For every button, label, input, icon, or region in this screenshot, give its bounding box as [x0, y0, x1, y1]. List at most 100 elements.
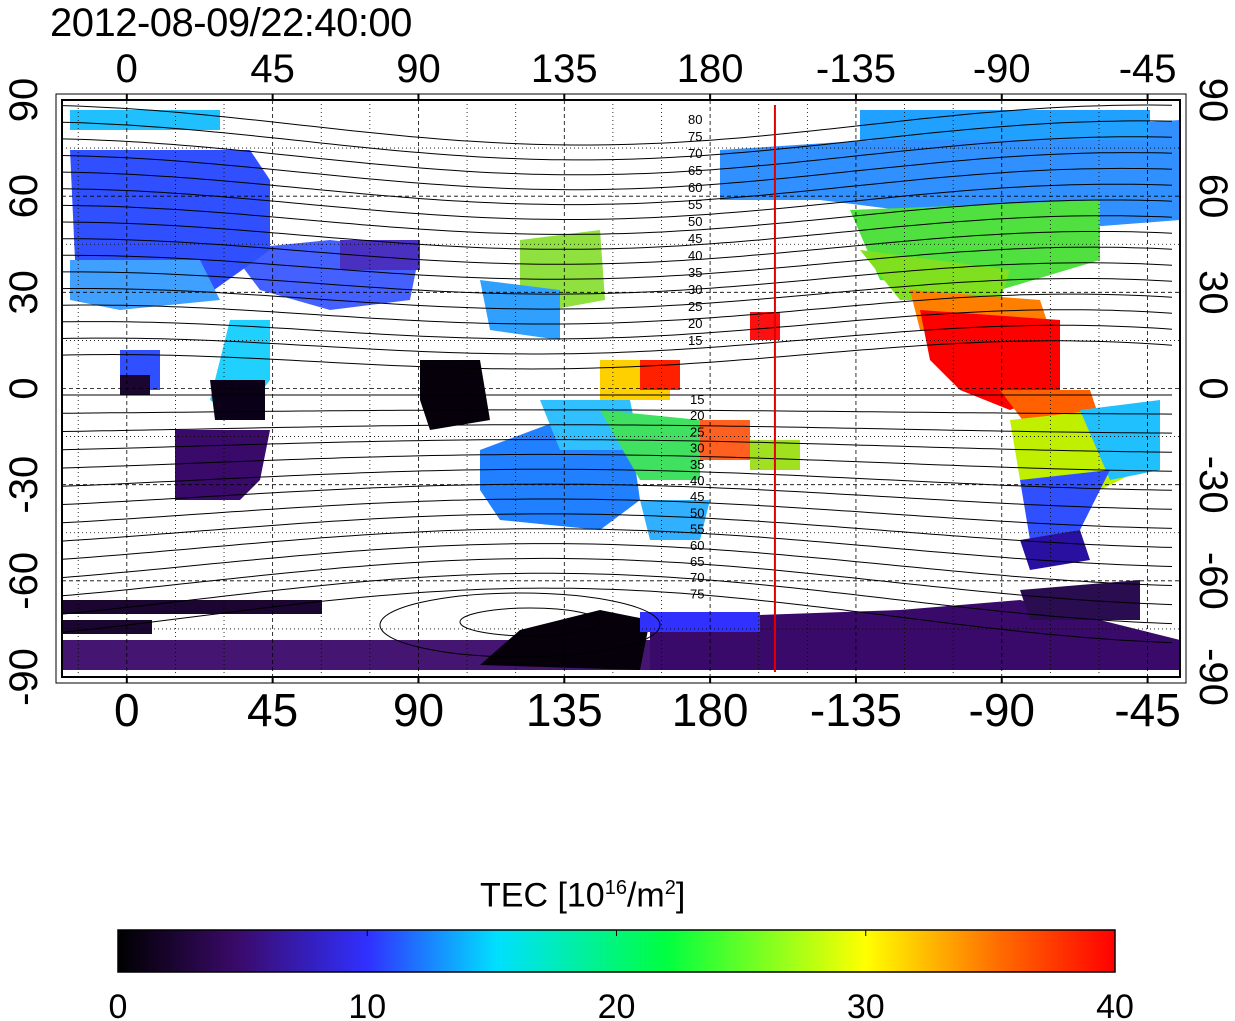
- top-lon-label: -90: [973, 47, 1031, 91]
- bottom-lon-label: 45: [247, 684, 298, 736]
- magnetic-contours: [62, 104, 1173, 658]
- top-tick-mark: [709, 94, 712, 100]
- left-lat-label: 30: [2, 270, 46, 315]
- bottom-lon-label: -45: [1114, 684, 1180, 736]
- right-lat-label: 30: [1191, 270, 1235, 315]
- tec-patch: [62, 600, 322, 614]
- contour-line: [62, 340, 1173, 370]
- contour-label-south: 65: [690, 554, 704, 569]
- map-frame: [61, 99, 1181, 678]
- tec-data-patches: [62, 110, 1180, 670]
- contour-line: [62, 167, 1173, 206]
- contour-line: [62, 439, 1173, 453]
- contour-label-south: 45: [690, 489, 704, 504]
- contour-line: [62, 120, 1173, 161]
- bottom-tick-mark: [563, 677, 566, 683]
- contour-line: [62, 231, 1173, 265]
- tec-patch: [120, 375, 150, 395]
- top-tick-mark: [271, 94, 274, 100]
- right-lat-label: -90: [1191, 648, 1235, 706]
- contour-line: [62, 262, 1173, 295]
- contour-label-south: 40: [690, 473, 704, 488]
- bottom-lon-label: -135: [810, 684, 902, 736]
- contour-label-south: 55: [690, 522, 704, 537]
- bottom-lon-label: 90: [393, 684, 444, 736]
- contour-line: [62, 587, 1173, 644]
- bottom-lon-label: -90: [969, 684, 1035, 736]
- right-lat-label: -60: [1191, 552, 1235, 610]
- contour-label-north: 25: [688, 299, 702, 314]
- top-lon-label: -45: [1119, 47, 1177, 91]
- contour-line: [62, 152, 1173, 191]
- contour-label-south: 20: [690, 408, 704, 423]
- colorbar-tick-label: 20: [598, 988, 636, 1021]
- right-lat-label: -30: [1191, 456, 1235, 514]
- contour-label-north: 65: [688, 163, 702, 178]
- contour-line: [62, 104, 1173, 146]
- axis-ticks: 0045459090135135180180-135-135-90-90-45-…: [2, 47, 1235, 736]
- contour-label-south: 15: [690, 392, 704, 407]
- tec-patch: [70, 260, 220, 310]
- contour-line: [62, 324, 1173, 355]
- colorbar-ticks: 0 10 20 30 40: [109, 930, 1134, 1021]
- colorbar-title: TEC [1016/m2]: [480, 876, 686, 915]
- colorbar: [117, 929, 1116, 973]
- contour-label-north: 80: [688, 112, 702, 127]
- contour-line: [62, 513, 1173, 548]
- contour-line: [62, 557, 1173, 606]
- contour-label-north: 35: [688, 265, 702, 280]
- top-lon-label: 0: [116, 47, 138, 91]
- contour-label-north: 20: [688, 316, 702, 331]
- left-lat-label: 90: [2, 78, 46, 123]
- top-lon-label: 45: [250, 47, 295, 91]
- tec-patch: [1080, 400, 1160, 480]
- contour-label-north: 70: [688, 146, 702, 161]
- bottom-tick-mark: [417, 677, 420, 683]
- contour-label-north: 15: [688, 333, 702, 348]
- timestamp-title: 2012-08-09/22:40:00: [50, 1, 412, 45]
- right-lat-label: 0: [1191, 377, 1235, 399]
- bottom-tick-mark: [1146, 677, 1149, 683]
- top-lon-label: -135: [816, 47, 896, 91]
- contour-label-north: 45: [688, 231, 702, 246]
- contour-line: [62, 572, 1173, 625]
- contour-line: [62, 278, 1173, 310]
- contour-label-north: 30: [688, 282, 702, 297]
- top-tick-mark: [125, 94, 128, 100]
- left-lat-label: -60: [2, 552, 46, 610]
- tec-patch: [70, 110, 220, 130]
- bottom-lon-label: 180: [672, 684, 749, 736]
- top-tick-mark: [1146, 94, 1149, 100]
- contour-label-south: 50: [690, 505, 704, 520]
- contour-line: [62, 453, 1173, 472]
- tec-patch: [640, 612, 760, 632]
- top-tick-mark: [417, 94, 420, 100]
- top-tick-mark: [1000, 94, 1003, 100]
- contour-line: [62, 136, 1173, 176]
- right-lat-label: 60: [1191, 174, 1235, 219]
- top-tick-mark: [854, 94, 857, 100]
- left-lat-label: 0: [2, 377, 46, 399]
- contour-line: [62, 528, 1173, 567]
- tec-patch: [480, 610, 650, 670]
- colorbar-tick-label: 40: [1096, 988, 1134, 1021]
- tec-patch: [175, 430, 270, 500]
- tec-patch: [210, 380, 265, 420]
- bottom-tick-mark: [854, 677, 857, 683]
- right-lat-label: 90: [1191, 78, 1235, 123]
- tec-patch: [600, 410, 700, 480]
- contour-label-south: 25: [690, 424, 704, 439]
- top-tick-mark: [563, 94, 566, 100]
- colorbar-tick-label: 0: [109, 988, 128, 1021]
- contour-label-south: 75: [690, 586, 704, 601]
- contour-line: [62, 183, 1173, 220]
- tec-patch: [920, 310, 1060, 410]
- contour-line: [62, 293, 1173, 325]
- contour-line: [62, 215, 1173, 250]
- bottom-tick-mark: [709, 677, 712, 683]
- tec-patch: [640, 500, 710, 540]
- contour-line: [379, 592, 661, 658]
- contour-line: [62, 543, 1173, 586]
- contour-label-south: 35: [690, 457, 704, 472]
